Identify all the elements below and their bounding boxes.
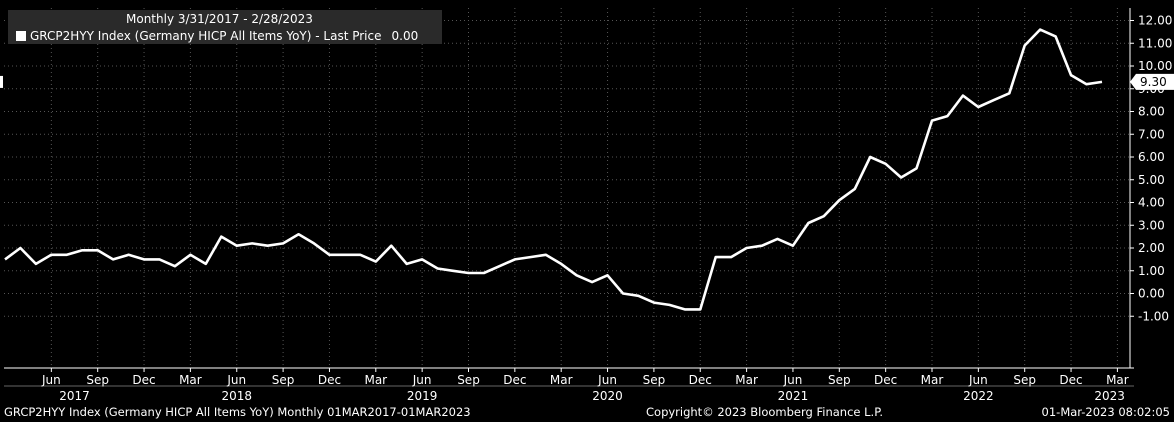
year-label: 2019 — [407, 389, 438, 403]
year-label: 2017 — [59, 389, 90, 403]
y-tick-label: 10.00 — [1138, 59, 1172, 73]
x-tick-label: Mar — [364, 373, 387, 387]
x-tick-label: Sep — [1013, 373, 1036, 387]
chart-series — [4, 28, 1103, 311]
year-label: 2023 — [1094, 389, 1125, 403]
x-tick-label: Jun — [412, 373, 432, 387]
chart-axes — [4, 8, 1134, 387]
y-tick-label: 3.00 — [1138, 218, 1165, 232]
last-value-label: 9.30 — [1140, 75, 1167, 89]
x-tick-label: Dec — [874, 373, 897, 387]
year-label: 2018 — [221, 389, 252, 403]
y-tick-label: 12.00 — [1138, 14, 1172, 28]
x-tick-label: Sep — [828, 373, 851, 387]
x-tick-label: Mar — [550, 373, 573, 387]
x-tick-label: Mar — [921, 373, 944, 387]
year-label: 2021 — [778, 389, 809, 403]
x-tick-label: Mar — [179, 373, 202, 387]
y-tick-label: 1.00 — [1138, 264, 1165, 278]
legend-swatch-icon — [16, 31, 26, 41]
footer-security-info: GRCP2HYY Index (Germany HICP All Items Y… — [4, 405, 471, 419]
y-tick-label: 5.00 — [1138, 173, 1165, 187]
y-tick-label: 2.00 — [1138, 241, 1165, 255]
x-tick-label: Jun — [226, 373, 246, 387]
legend-entry-value: 0.00 — [391, 29, 419, 43]
x-tick-label: Dec — [318, 373, 341, 387]
chart-legend: Monthly 3/31/2017 - 2/28/2023 GRCP2HYY I… — [8, 10, 442, 44]
legend-entry: GRCP2HYY Index (Germany HICP All Items Y… — [16, 29, 418, 43]
footer-timestamp: 01-Mar-2023 08:02:05 — [1041, 405, 1170, 419]
last-value-badge: 9.30 — [1130, 73, 1174, 90]
x-tick-label: Jun — [41, 373, 61, 387]
y-tick-label: -1.00 — [1138, 309, 1169, 323]
x-tick-label: Jun — [597, 373, 617, 387]
x-tick-label: Sep — [86, 373, 109, 387]
x-tick-label: Dec — [689, 373, 712, 387]
chart-labels: 12.0011.0010.009.008.007.006.005.004.003… — [0, 14, 1174, 403]
y-tick-label: 4.00 — [1138, 196, 1165, 210]
x-tick-label: Dec — [132, 373, 155, 387]
legend-title: Monthly 3/31/2017 - 2/28/2023 — [126, 12, 313, 26]
x-tick-label: Mar — [735, 373, 758, 387]
y-tick-label: 7.00 — [1138, 127, 1165, 141]
x-tick-label: Jun — [783, 373, 803, 387]
y-tick-label: 11.00 — [1138, 36, 1172, 50]
y-tick-label: 8.00 — [1138, 105, 1165, 119]
x-tick-label: Dec — [503, 373, 526, 387]
x-tick-label: Jun — [968, 373, 988, 387]
x-tick-label: Mar — [1106, 373, 1129, 387]
legend-entry-label: GRCP2HYY Index (Germany HICP All Items Y… — [30, 29, 382, 43]
chart-grid — [4, 8, 1130, 368]
x-tick-label: Sep — [643, 373, 666, 387]
series-line — [4, 28, 1103, 311]
x-tick-label: Sep — [457, 373, 480, 387]
left-edge-marker — [0, 75, 3, 88]
footer-copyright: Copyright© 2023 Bloomberg Finance L.P. — [646, 405, 883, 419]
x-tick-label: Sep — [272, 373, 295, 387]
year-label: 2022 — [963, 389, 994, 403]
last-value-badge-bg — [1130, 73, 1174, 90]
x-tick-label: Dec — [1059, 373, 1082, 387]
y-tick-label: 6.00 — [1138, 150, 1165, 164]
year-label: 2020 — [592, 389, 623, 403]
y-tick-label: 0.00 — [1138, 287, 1165, 301]
